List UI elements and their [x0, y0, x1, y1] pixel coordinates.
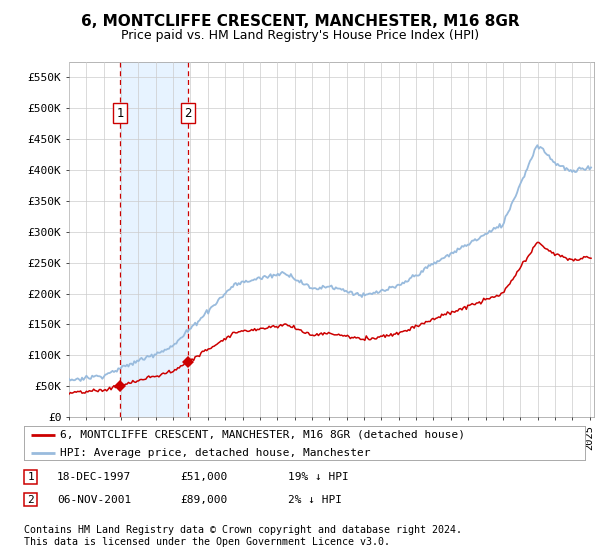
- Text: Price paid vs. HM Land Registry's House Price Index (HPI): Price paid vs. HM Land Registry's House …: [121, 29, 479, 42]
- Text: 19% ↓ HPI: 19% ↓ HPI: [288, 472, 349, 482]
- Bar: [121, 62, 188, 417]
- Text: 6, MONTCLIFFE CRESCENT, MANCHESTER, M16 8GR: 6, MONTCLIFFE CRESCENT, MANCHESTER, M16 …: [80, 14, 520, 29]
- Text: HPI: Average price, detached house, Manchester: HPI: Average price, detached house, Manc…: [61, 447, 371, 458]
- Text: 2% ↓ HPI: 2% ↓ HPI: [288, 494, 342, 505]
- Text: Contains HM Land Registry data © Crown copyright and database right 2024.
This d: Contains HM Land Registry data © Crown c…: [24, 525, 462, 547]
- Text: £89,000: £89,000: [180, 494, 227, 505]
- Text: £51,000: £51,000: [180, 472, 227, 482]
- Text: 6, MONTCLIFFE CRESCENT, MANCHESTER, M16 8GR (detached house): 6, MONTCLIFFE CRESCENT, MANCHESTER, M16 …: [61, 430, 466, 440]
- Text: 1: 1: [116, 106, 124, 120]
- Text: 2: 2: [184, 106, 191, 120]
- Text: 2: 2: [27, 494, 34, 505]
- Text: 1: 1: [27, 472, 34, 482]
- Text: 06-NOV-2001: 06-NOV-2001: [57, 494, 131, 505]
- Text: 18-DEC-1997: 18-DEC-1997: [57, 472, 131, 482]
